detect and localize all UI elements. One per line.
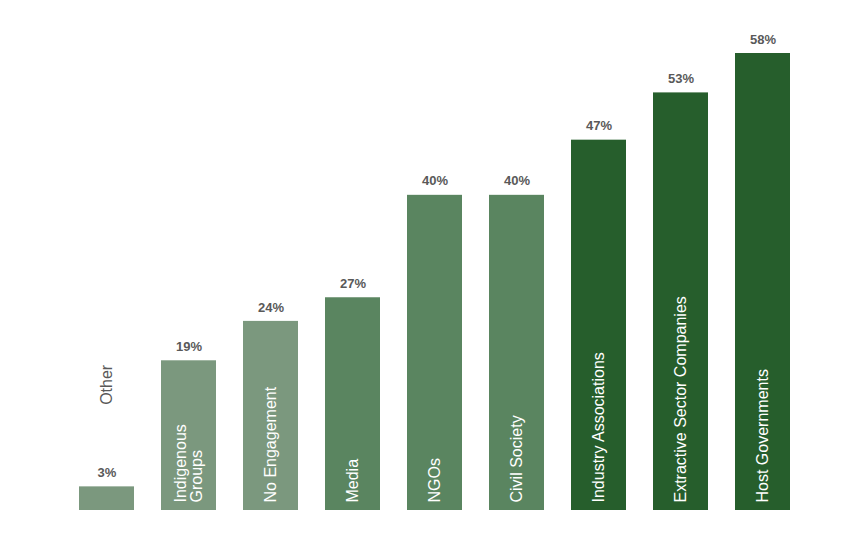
svg-text:Industry Associations: Industry Associations — [590, 352, 607, 502]
svg-text:Media: Media — [344, 459, 361, 503]
svg-text:58%: 58% — [750, 32, 776, 47]
svg-text:NGOs: NGOs — [426, 458, 443, 502]
svg-text:Civil Society: Civil Society — [508, 415, 525, 502]
svg-text:19%: 19% — [176, 339, 202, 354]
svg-text:40%: 40% — [422, 173, 448, 188]
svg-text:27%: 27% — [340, 276, 366, 291]
svg-text:Extractive Sector Companies: Extractive Sector Companies — [672, 296, 689, 502]
svg-text:No Engagement: No Engagement — [262, 386, 279, 502]
svg-text:47%: 47% — [586, 118, 612, 133]
svg-text:53%: 53% — [668, 71, 694, 86]
svg-text:Other: Other — [98, 364, 115, 405]
svg-text:40%: 40% — [504, 173, 530, 188]
svg-text:IndigenousGroups: IndigenousGroups — [172, 424, 205, 502]
svg-text:3%: 3% — [98, 465, 117, 480]
svg-text:24%: 24% — [258, 300, 284, 315]
svg-text:Host Governments: Host Governments — [754, 369, 771, 502]
